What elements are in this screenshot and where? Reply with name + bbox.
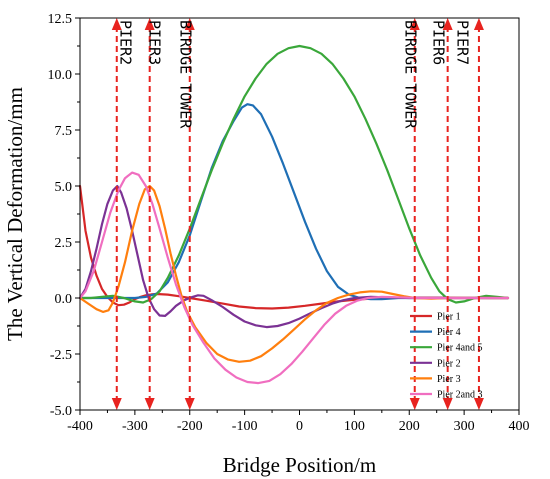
y-tick-label: 5.0 [55,180,73,195]
pier-marker-arrow [184,18,195,410]
annotation-label: BIRDGE TOWER [176,20,194,129]
x-tick-label: -300 [122,419,148,434]
annotation-label: PIER6 [429,20,447,65]
x-tick-label: 300 [454,419,475,434]
y-tick-label: 2.5 [55,236,73,251]
legend: Pier 1 Pier 4 Pier 4and 5 Pier 2 Pier 3 Pier … [410,312,483,401]
x-tick-label: 100 [344,419,365,434]
y-axis-title: The Vertical Deformation/mm [3,87,27,341]
series-line-5 [78,184,510,363]
x-axis-ticks: -400 -300 -200 -100 0 100 200 300 400 [67,410,530,434]
legend-entry: Pier 4and 5 [410,343,483,354]
x-axis-title: Bridge Position/m [223,453,376,477]
y-axis-ticks: -5.0 -2.5 0.0 2.5 5.0 7.5 10.0 12.5 [48,12,80,419]
annotation-label: BIRDGE TOWER [401,20,419,129]
series-line-2 [78,103,510,301]
annotation-label: PIER2 [117,20,135,65]
y-tick-label: 10.0 [48,68,73,83]
x-tick-label: 0 [296,419,303,434]
legend-entry: Pier 4 [410,327,461,338]
legend-entry: Pier 2and 3 [410,390,483,401]
x-tick-label: 400 [509,419,530,434]
pier-marker-arrow [473,18,484,410]
annotation-label: PIER7 [454,20,472,65]
y-tick-label: -5.0 [50,404,72,419]
pier-marker-arrow [409,18,420,410]
annotation-label: PIER3 [146,20,164,65]
legend-label: Pier 2 [437,358,461,369]
x-tick-label: -200 [177,419,203,434]
legend-entry: Pier 2 [410,358,461,369]
pier-marker-arrow [442,18,453,410]
series-line-3 [78,44,510,304]
y-tick-label: 7.5 [55,124,73,139]
plot-content: PIER2 PIER3 BIRDGE TOWER BIRDGE TOWER PIER6 P… [78,18,510,410]
x-tick-label: 200 [399,419,420,434]
legend-label: Pier 3 [437,374,461,385]
series-line-1 [78,184,510,310]
legend-label: Pier 4and 5 [437,343,483,354]
x-tick-label: -400 [67,419,93,434]
pier-marker-arrow [111,18,122,410]
legend-label: Pier 4 [437,327,461,338]
y-tick-label: -2.5 [50,348,72,363]
y-tick-label: 12.5 [48,12,73,27]
legend-label: Pier 1 [437,312,461,323]
pier-marker-arrow [144,18,155,410]
legend-label: Pier 2and 3 [437,390,483,401]
x-tick-label: -100 [232,419,258,434]
legend-entry: Pier 3 [410,374,461,385]
legend-entry: Pier 1 [410,312,461,323]
y-tick-label: 0.0 [55,292,73,307]
series-line-6 [78,171,510,385]
